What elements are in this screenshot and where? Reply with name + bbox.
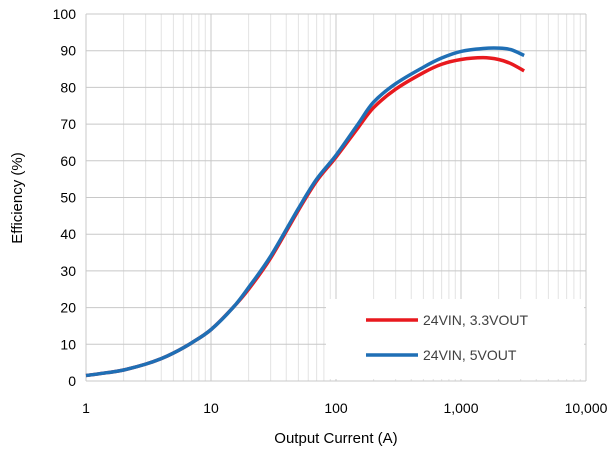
y-tick-labels: 0 10 20 30 40 50 60 70 80 90 100: [53, 6, 77, 389]
y-tick-label: 80: [60, 79, 76, 95]
y-axis-title: Efficiency (%): [9, 152, 26, 243]
y-tick-label: 20: [60, 300, 76, 316]
x-tick-label: 100: [324, 400, 348, 416]
y-tick-label: 0: [68, 373, 76, 389]
x-tick-label: 10,000: [565, 400, 608, 416]
x-axis-title: Output Current (A): [274, 430, 397, 447]
series-layer: [85, 46, 525, 378]
series-line-2: [85, 46, 525, 378]
legend: 24VIN, 3.3VOUT 24VIN, 5VOUT: [366, 312, 528, 363]
y-tick-label: 10: [60, 336, 76, 352]
y-tick-label: 30: [60, 263, 76, 279]
legend-label-2: 24VIN, 5VOUT: [423, 347, 517, 363]
y-tick-label: 70: [60, 116, 76, 132]
y-tick-label: 40: [60, 226, 76, 242]
y-tick-label: 50: [60, 190, 76, 206]
x-tick-labels: 1 10 100 1,000 10,000: [82, 400, 608, 416]
y-tick-label: 90: [60, 43, 76, 59]
x-tick-label: 1: [82, 400, 90, 416]
y-tick-label: 60: [60, 153, 76, 169]
legend-box: [326, 299, 584, 379]
y-tick-label: 100: [53, 6, 77, 22]
x-tick-label: 1,000: [443, 400, 478, 416]
legend-label-1: 24VIN, 3.3VOUT: [423, 312, 528, 328]
x-tick-label: 10: [203, 400, 219, 416]
